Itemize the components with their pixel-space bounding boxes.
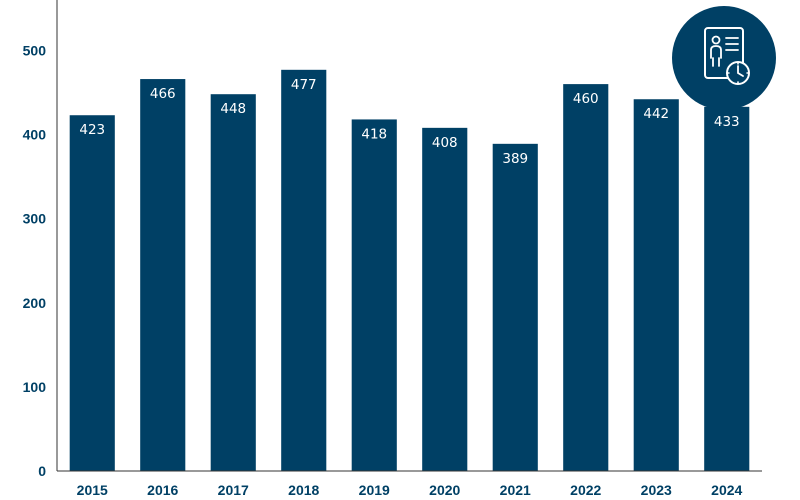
bar-value-label: 466 (150, 86, 176, 102)
bars (69, 69, 750, 472)
bar-value-label: 448 (220, 101, 246, 117)
bar-2024 (704, 106, 750, 471)
bar-value-label: 408 (432, 135, 458, 151)
bar-data-labels: 423 466 448 477 418 408 389 460 442 433 (79, 77, 739, 167)
bar-value-label: 442 (643, 106, 669, 122)
bar-2023 (633, 99, 679, 471)
bar-2015 (69, 115, 115, 472)
x-tick-label: 2017 (218, 482, 249, 498)
bar-value-label: 418 (361, 126, 387, 142)
x-tick-label: 2019 (359, 482, 390, 498)
y-tick-label: 100 (23, 379, 47, 395)
bar-value-label: 477 (291, 77, 317, 93)
bar-2022 (563, 84, 609, 471)
bar-value-label: 423 (79, 122, 105, 138)
y-tick-label: 200 (23, 295, 47, 311)
bar-2019 (351, 119, 397, 472)
bar-2018 (281, 69, 327, 471)
bar-value-label: 389 (502, 151, 528, 167)
x-tick-label: 2022 (570, 482, 601, 498)
bar-2020 (422, 127, 468, 471)
x-tick-label: 2015 (77, 482, 108, 498)
x-tick-label: 2016 (147, 482, 178, 498)
x-tick-label: 2020 (429, 482, 460, 498)
x-tick-label: 2018 (288, 482, 319, 498)
y-tick-label: 300 (23, 211, 47, 227)
bar-2021 (492, 143, 538, 471)
bar-value-label: 460 (573, 91, 599, 107)
x-tick-label: 2024 (711, 482, 742, 498)
x-axis-ticks: 2015 2016 2017 2018 2019 2020 2021 2022 2023 2024 (77, 482, 743, 498)
badge (672, 6, 776, 110)
user-profile-clock-icon (704, 27, 750, 85)
y-tick-label: 500 (23, 42, 47, 58)
x-tick-label: 2021 (500, 482, 531, 498)
y-tick-label: 400 (23, 127, 47, 143)
y-axis-ticks: 0 100 200 300 400 500 (23, 42, 47, 479)
bar-2017 (210, 94, 256, 471)
y-tick-label: 0 (38, 463, 46, 479)
bar-value-label: 433 (714, 114, 740, 130)
bar-2016 (140, 79, 186, 471)
x-tick-label: 2023 (641, 482, 672, 498)
